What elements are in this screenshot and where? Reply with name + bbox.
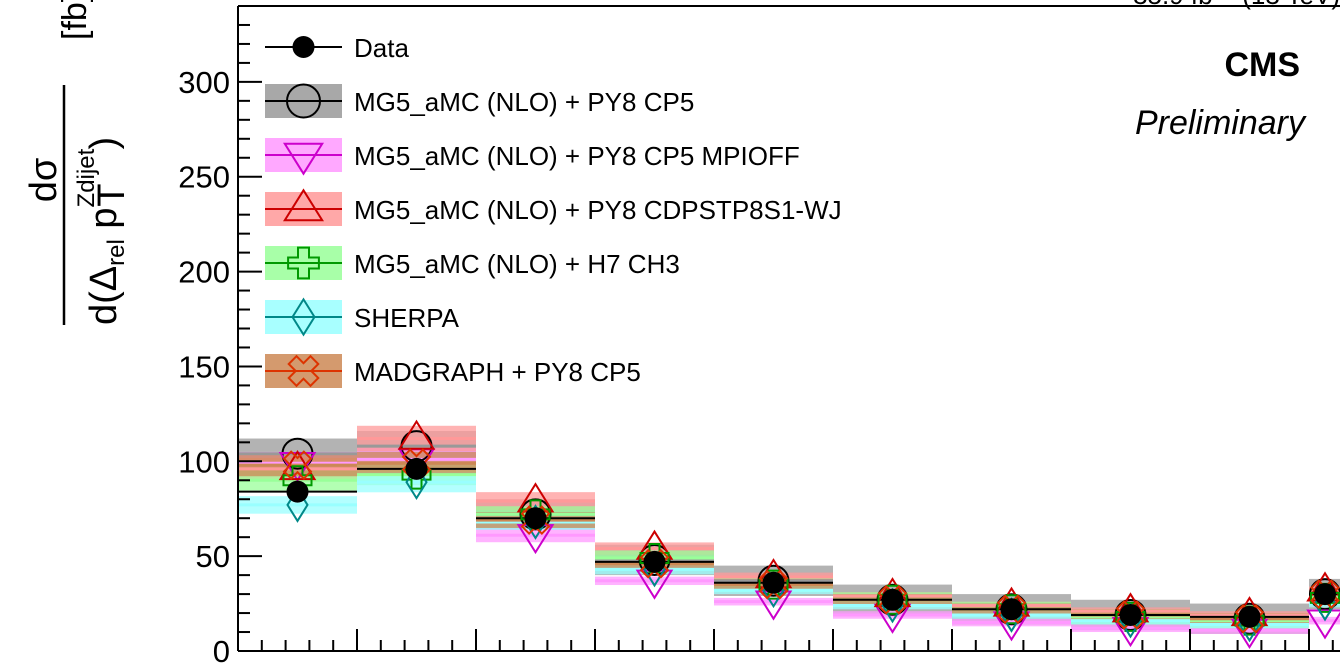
y-label-den-sub: rel: [103, 239, 130, 266]
y-tick-label: 300: [178, 65, 230, 100]
data-point: [1238, 605, 1261, 628]
y-axis-label: dσ d(Δrel pZdijetT) [fb]: [23, 0, 133, 325]
experiment-label: CMS: [1224, 46, 1300, 84]
status-label: Preliminary: [1135, 104, 1307, 142]
data-point: [1314, 583, 1336, 606]
data-point: [643, 550, 666, 573]
legend-label: SHERPA: [354, 303, 460, 333]
y-tick-label: 250: [178, 160, 230, 195]
legend-label: MADGRAPH + PY8 CP5: [354, 357, 641, 387]
y-label-den-prefix: d(Δ: [83, 266, 125, 325]
y-label-denominator: d(Δrel pZdijetT): [73, 137, 133, 325]
y-label-den-psub: T: [91, 184, 133, 207]
y-tick-label: 50: [196, 539, 230, 574]
axes: 0 50 100 150 200 250 300: [178, 5, 1340, 665]
y-label-numerator: dσ: [23, 158, 65, 203]
mc-marker: [282, 450, 313, 480]
legend-marker: [282, 142, 325, 176]
legend-marker: [292, 36, 315, 58]
mc-marker: [397, 419, 436, 450]
data-point: [524, 507, 547, 530]
legend-label: MG5_aMC (NLO) + H7 CH3: [354, 249, 680, 279]
data-point: [1119, 603, 1142, 626]
markers: [278, 419, 1340, 650]
data-point: [405, 457, 428, 480]
legend-marker: [286, 83, 321, 119]
y-label-den-p: p: [83, 207, 125, 239]
data-point: [762, 571, 785, 594]
y-tick-label: 0: [213, 634, 230, 665]
y-tick-label: 200: [178, 255, 230, 290]
y-label-den-sup: Zdijet: [73, 148, 100, 207]
legend-label: MG5_aMC (NLO) + PY8 CDPSTP8S1-WJ: [354, 195, 842, 225]
data-point: [286, 480, 309, 503]
y-label-unit: [fb]: [56, 0, 94, 40]
y-tick-label: 100: [178, 444, 230, 479]
data-point: [1000, 598, 1023, 621]
legend: Data MG5_aMC (NLO) + PY8 CP5 MG5_aMC (NLO)…: [265, 33, 842, 388]
legend-marker: [287, 246, 320, 280]
legend-marker: [282, 188, 325, 222]
legend-label: MG5_aMC (NLO) + PY8 CP5: [354, 87, 694, 117]
legend-label: MG5_aMC (NLO) + PY8 CP5 MPIOFF: [354, 141, 800, 171]
header-text: 35.9 fb⁻¹ (13 TeV): [1133, 0, 1340, 10]
legend-marker: [287, 354, 320, 388]
legend-label: Data: [354, 33, 409, 63]
y-tick-label: 150: [178, 349, 230, 384]
mc-marker: [1306, 609, 1340, 640]
legend-marker: [291, 297, 316, 337]
data-point: [881, 588, 904, 611]
y-label-den-suffix: ): [83, 137, 125, 150]
